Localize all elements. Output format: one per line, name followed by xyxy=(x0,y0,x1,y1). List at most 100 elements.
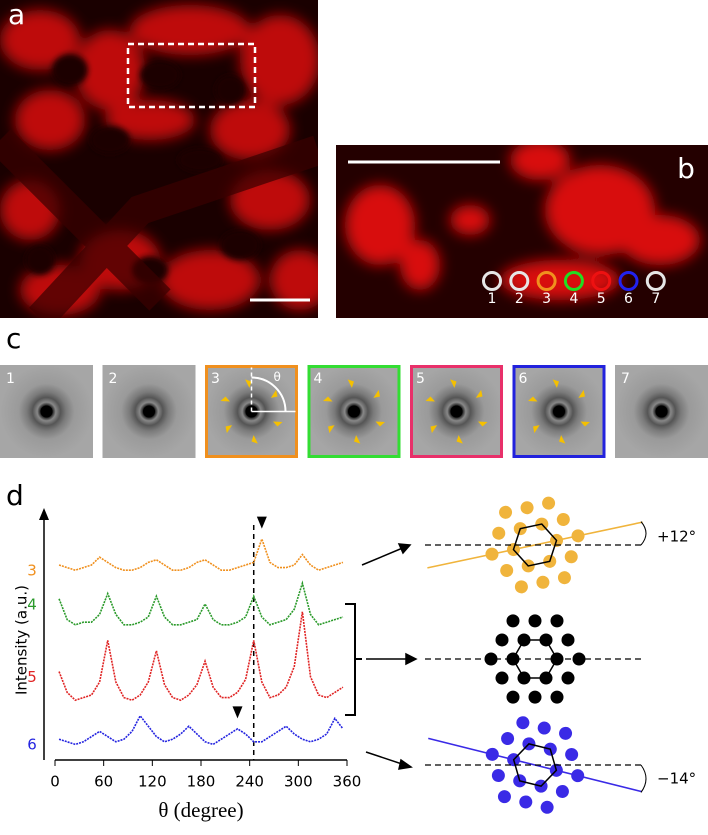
lattice-spot xyxy=(565,747,579,761)
x-tick-label: 60 xyxy=(94,773,113,791)
lattice-spot xyxy=(536,575,550,589)
lattice-spot xyxy=(516,716,530,730)
peak-marker xyxy=(232,706,243,719)
y-axis-title: Intensity (a.u.) xyxy=(13,585,31,695)
marker-ring xyxy=(618,271,639,291)
beam-stop xyxy=(655,405,668,418)
series-line xyxy=(58,536,344,572)
lattice-spot xyxy=(497,790,511,804)
x-axis-title: θ (degree) xyxy=(158,798,243,822)
series-line xyxy=(58,714,344,746)
beam-stop xyxy=(450,405,463,418)
marker-ring xyxy=(536,271,557,291)
panel-label: a xyxy=(8,0,25,31)
lattice-spot xyxy=(550,614,564,628)
x-tick-label: 300 xyxy=(284,773,313,791)
lattice-spot xyxy=(561,633,575,647)
image-label: 1 xyxy=(6,371,15,387)
spot-arrow xyxy=(373,389,380,398)
lattice-spot xyxy=(491,769,505,783)
image-label: 2 xyxy=(109,371,118,387)
lattice-hexagon xyxy=(512,743,558,787)
spot-arrow xyxy=(425,396,435,402)
lattice-spot xyxy=(528,614,542,628)
marker-label: 2 xyxy=(515,291,524,307)
lattice-hexagon xyxy=(512,639,558,679)
series-label: 4 xyxy=(27,595,37,613)
spot-arrow xyxy=(475,389,483,398)
marker-label: 1 xyxy=(488,291,497,307)
lattice-spot xyxy=(559,726,573,740)
spot-arrow xyxy=(354,435,361,444)
lattice-spot xyxy=(528,690,542,704)
spot-arrow xyxy=(456,435,463,444)
lattice-spot xyxy=(495,671,509,685)
series-line xyxy=(58,611,344,702)
series-label: 6 xyxy=(27,736,37,754)
lattice-spot xyxy=(501,732,515,746)
x-tick-label: 0 xyxy=(50,773,60,791)
x-tick-label: 180 xyxy=(187,773,216,791)
lattice-spot xyxy=(561,671,575,685)
marker-ring xyxy=(482,271,502,291)
spot-arrow xyxy=(270,389,278,398)
image-label: 3 xyxy=(211,371,220,387)
lattice-spot xyxy=(571,769,585,783)
marker-label: 7 xyxy=(651,291,660,307)
panel-label: c xyxy=(6,322,21,355)
lattice-spot xyxy=(520,501,534,515)
lattice-spot xyxy=(571,529,585,543)
lattice-spot xyxy=(540,800,554,814)
marker-ring xyxy=(563,271,584,291)
lattice-spot xyxy=(485,547,499,561)
beam-stop xyxy=(348,405,360,418)
marker-label: 4 xyxy=(569,291,578,307)
image-border xyxy=(205,365,298,458)
lattice xyxy=(428,716,642,814)
y-axis-arrowhead xyxy=(39,508,49,520)
micrograph-a xyxy=(0,0,318,318)
marker-label: 3 xyxy=(542,291,551,307)
angle-label: θ xyxy=(274,370,281,384)
panel-label: b xyxy=(677,152,695,185)
spot-arrow xyxy=(528,396,538,402)
spot-arrow xyxy=(478,421,488,427)
series-label: 5 xyxy=(27,668,37,686)
spot-arrow xyxy=(328,425,335,434)
spot-arrow xyxy=(323,396,333,402)
spot-arrow xyxy=(375,421,385,427)
lattice-spot xyxy=(550,690,564,704)
spot-arrow xyxy=(347,379,354,388)
marker-ring xyxy=(591,271,612,291)
marker-label: 6 xyxy=(624,291,633,307)
lattice-hexagon xyxy=(512,523,558,567)
lattice-spot xyxy=(506,690,520,704)
lattice-spot xyxy=(537,721,551,735)
spot-arrow xyxy=(533,425,540,434)
spot-arrow xyxy=(578,389,585,398)
image-label: 4 xyxy=(314,371,323,387)
spot-arrow xyxy=(273,421,283,427)
image-border xyxy=(410,365,503,458)
angle-arc xyxy=(251,376,287,412)
lattice-spot xyxy=(564,550,578,564)
angle-label: −14° xyxy=(657,770,696,788)
image-label: 6 xyxy=(519,371,528,387)
angle-label: +12° xyxy=(657,528,696,546)
peak-marker xyxy=(256,516,267,529)
beam-stop xyxy=(143,405,155,418)
lattice-spot xyxy=(557,571,571,585)
beam-stop xyxy=(40,405,53,418)
lattice-spot xyxy=(495,633,509,647)
lattice-spot xyxy=(514,580,528,594)
lattice-spot xyxy=(542,496,556,510)
image-border xyxy=(307,365,401,458)
marker-legend: 1 2 3 4 5 6 7 xyxy=(482,271,666,307)
spot-arrow xyxy=(580,421,590,427)
image-label: 5 xyxy=(416,371,425,387)
spot-arrow xyxy=(251,435,258,444)
image-border xyxy=(512,365,606,458)
lattice-spot xyxy=(556,513,570,527)
x-tick-label: 360 xyxy=(333,773,362,791)
